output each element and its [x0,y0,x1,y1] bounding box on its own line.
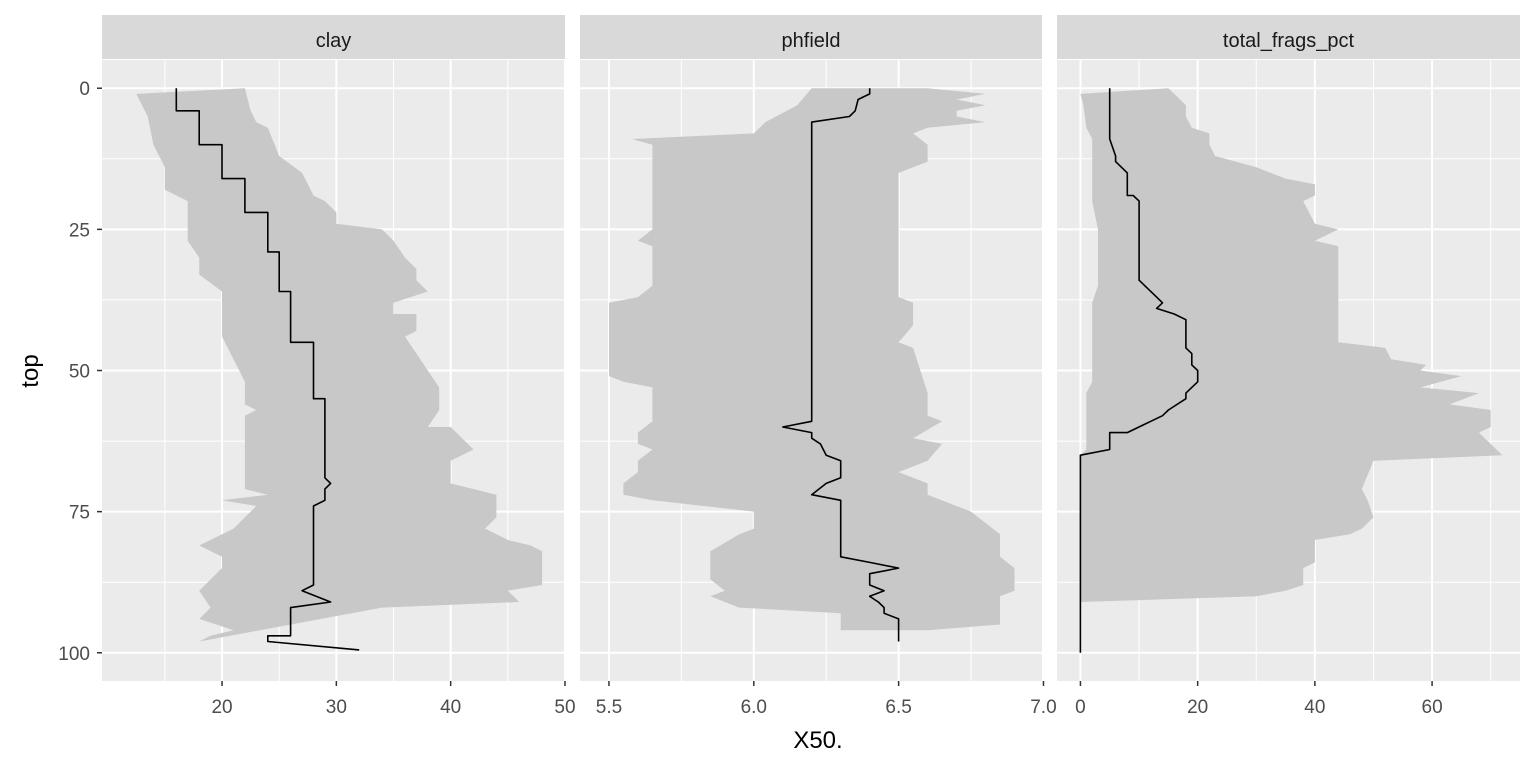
x-tick-label: 20 [211,697,232,718]
x-tick-label: 20 [1187,697,1208,718]
facet-strip-label: total_frags_pct [1223,30,1355,52]
y-tick-label: 25 [69,220,90,241]
x-tick-label: 50 [554,697,575,718]
median-line [1079,88,1199,653]
y-axis-title: top [17,354,44,387]
facet-strip [102,15,565,59]
quantile-band [1080,88,1503,602]
y-tick-label: 75 [69,503,90,524]
x-axis-title: X50. [793,727,842,754]
x-tick-label: 30 [326,697,347,718]
facet-phfield: phfield 5.5 6.0 6.5 7.0 [580,15,1057,718]
facet-total-frags-pct: total_frags_pct 0 20 40 60 [1057,15,1520,718]
facet-strip-label: clay [316,30,352,52]
facet-strip [1057,15,1520,59]
y-tick-label: 0 [79,79,90,100]
facet-clay: clay 20 30 40 50 [102,15,576,718]
y-axis: 0 25 50 75 100 [58,79,102,665]
x-axis-clay: 20 30 40 50 [211,681,576,718]
x-tick-label: 0 [1075,697,1086,718]
quantile-band [136,88,543,642]
median-line [781,88,900,642]
facet-strip-label: phfield [782,30,841,52]
x-axis-total-frags-pct: 0 20 40 60 [1075,681,1443,718]
x-tick-label: 40 [1304,697,1325,718]
y-tick-label: 50 [69,362,90,383]
x-axis-phfield: 5.5 6.0 6.5 7.0 [596,681,1057,718]
x-tick-label: 60 [1422,697,1443,718]
x-tick-label: 7.0 [1030,697,1056,718]
median-line [175,88,360,651]
facet-strip [580,15,1042,59]
x-tick-label: 40 [440,697,461,718]
y-tick-label: 100 [58,644,90,665]
x-tick-label: 6.5 [885,697,911,718]
x-tick-label: 5.5 [596,697,622,718]
x-tick-label: 6.0 [741,697,767,718]
